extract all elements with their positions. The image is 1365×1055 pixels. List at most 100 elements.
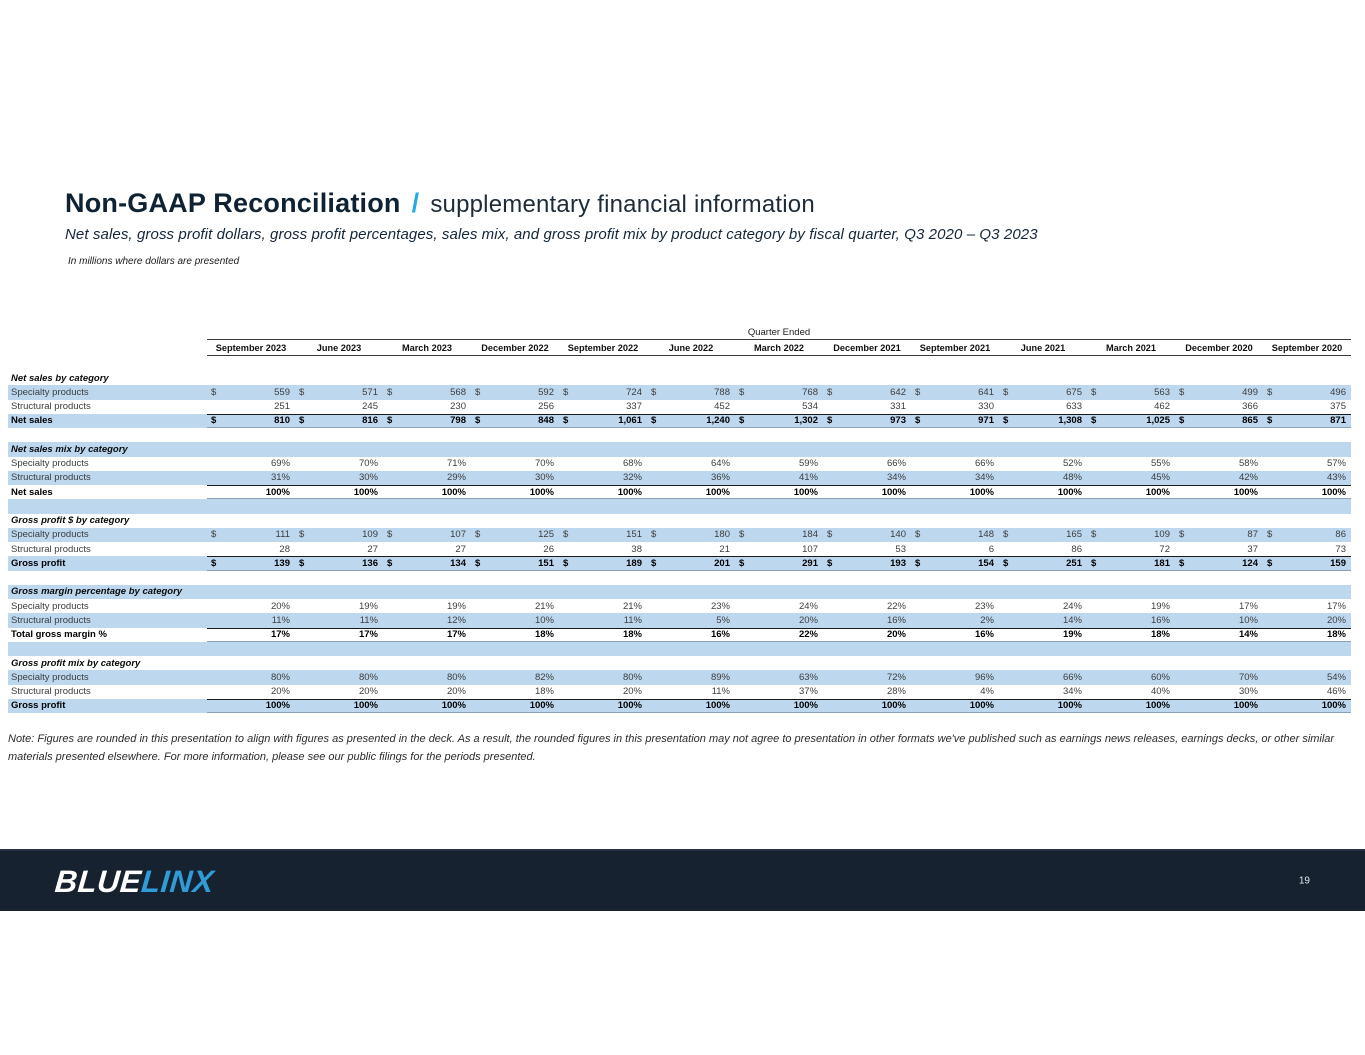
row-label: Specialty products (11, 458, 89, 470)
data-cell: 38 (559, 542, 647, 556)
cell-value: 14% (1238, 629, 1258, 641)
data-cell: 230 (383, 400, 471, 414)
data-cell: 19% (295, 599, 383, 613)
dollar-sign: $ (563, 415, 569, 427)
dollar-sign: $ (915, 386, 921, 398)
dollar-sign: $ (563, 386, 569, 398)
data-cell: 80% (559, 670, 647, 684)
data-cell: 21% (559, 599, 647, 613)
data-cell: 20% (559, 685, 647, 699)
dollar-sign: $ (211, 529, 217, 541)
cell-value: 107 (802, 543, 818, 555)
column-header: December 2021 (833, 342, 901, 353)
dollar-sign: $ (563, 529, 569, 541)
dollar-sign: $ (739, 557, 745, 569)
table-row: Specialty products 69% 70% 71% 70% 68% 64% 59% 6… (8, 457, 1351, 471)
data-cell: 58% (1175, 457, 1263, 471)
cell-value: 125 (538, 529, 554, 541)
row-label: Total gross margin % (11, 629, 107, 641)
dollar-sign: $ (211, 386, 217, 398)
cell-value: 124 (1242, 557, 1258, 569)
column-header: June 2021 (1020, 342, 1066, 353)
data-cell: 34% (911, 471, 999, 485)
data-cell: 100% (383, 486, 471, 498)
data-cell: 100% (559, 700, 647, 712)
cell-value: 788 (714, 386, 730, 398)
cell-value: 134 (450, 557, 466, 569)
cell-value: 41% (798, 472, 818, 484)
data-cell: $151 (559, 528, 647, 542)
data-cell: $111 (207, 528, 295, 542)
data-cell: 11% (647, 685, 735, 699)
table-column-headers: September 2023 June 2023 March 2023 Decembe… (207, 339, 1351, 356)
cell-value: 798 (450, 415, 466, 427)
data-cell: 45% (1087, 471, 1175, 485)
row-values: 17% 17% 17% 18% 18% 16% 22% 20% 16% 19% 18% 14% 18% (207, 627, 1351, 642)
cell-value: 19% (1150, 600, 1170, 612)
cell-value: 452 (714, 401, 730, 413)
data-cell: 17% (295, 629, 383, 641)
cell-value: 54% (1326, 671, 1346, 683)
cell-value: 68% (622, 458, 642, 470)
units-note: In millions where dollars are presented (68, 256, 240, 267)
row-values: 20% 19% 19% 21% 21% 23% 24% 22% 23% 24% 19% 17% 17% (207, 599, 1351, 613)
data-cell: 100% (295, 486, 383, 498)
data-cell: $768 (735, 385, 823, 399)
dollar-sign: $ (1267, 529, 1273, 541)
data-cell: 68% (559, 457, 647, 471)
data-cell: 20% (207, 599, 295, 613)
dollar-sign: $ (475, 415, 481, 427)
cell-value: 14% (1062, 614, 1082, 626)
cell-value: 100% (1321, 700, 1346, 712)
data-cell: 5% (647, 613, 735, 627)
data-cell: $559 (207, 385, 295, 399)
column-header: June 2022 (668, 342, 714, 353)
dollar-sign: $ (827, 415, 833, 427)
dollar-sign: $ (1179, 415, 1185, 427)
table-row: Gross profit $139 $136 $134 $151 $189 $201 $291… (8, 556, 1351, 571)
data-cell: 30% (295, 471, 383, 485)
cell-value: 1,302 (794, 415, 818, 427)
table-row: Structural products 31% 30% 29% 30% 32% 36% 41%… (8, 470, 1351, 485)
cell-value: 11% (359, 614, 378, 626)
column-header: September 2022 (567, 342, 639, 353)
cell-value: 245 (362, 401, 378, 413)
cell-value: 136 (362, 557, 378, 569)
row-values: 31% 30% 29% 30% 32% 36% 41% 34% 34% 48% 45% 42% 43% (207, 471, 1351, 485)
cell-value: 2% (980, 614, 994, 626)
data-cell: $181 (1087, 557, 1175, 569)
data-cell: 48% (999, 471, 1087, 485)
data-cell: 330 (911, 400, 999, 414)
row-label: Specialty products (11, 600, 89, 612)
cell-value: 100% (881, 700, 906, 712)
column-header: December 2020 (1185, 342, 1253, 353)
cell-value: 180 (714, 529, 730, 541)
cell-value: 100% (881, 486, 906, 498)
cell-value: 768 (802, 386, 818, 398)
cell-value: 66% (1062, 671, 1082, 683)
data-cell: 100% (647, 486, 735, 498)
cell-value: 17% (446, 629, 466, 641)
data-cell: $291 (735, 557, 823, 569)
cell-value: 184 (802, 529, 818, 541)
quarter-ended-label: Quarter Ended (747, 327, 811, 338)
data-cell: $816 (295, 415, 383, 427)
data-cell: $563 (1087, 385, 1175, 399)
table-row: Net sales 100% 100% 100% 100% 100% 100% 100% 100… (8, 485, 1351, 500)
cell-value: 571 (362, 386, 378, 398)
dollar-sign: $ (1003, 386, 1009, 398)
dollar-sign: $ (387, 415, 393, 427)
data-cell: 82% (471, 670, 559, 684)
cell-value: 16% (886, 614, 906, 626)
cell-value: 86 (1071, 543, 1082, 555)
row-label: Specialty products (11, 671, 89, 683)
dollar-sign: $ (1091, 529, 1097, 541)
section-title: Gross margin percentage by category (11, 586, 183, 598)
cell-value: 256 (538, 401, 554, 413)
cell-value: 24% (798, 600, 818, 612)
data-cell: 100% (823, 700, 911, 712)
data-cell: 32% (559, 471, 647, 485)
data-cell: 633 (999, 400, 1087, 414)
data-cell: 245 (295, 400, 383, 414)
data-cell: 10% (1175, 613, 1263, 627)
